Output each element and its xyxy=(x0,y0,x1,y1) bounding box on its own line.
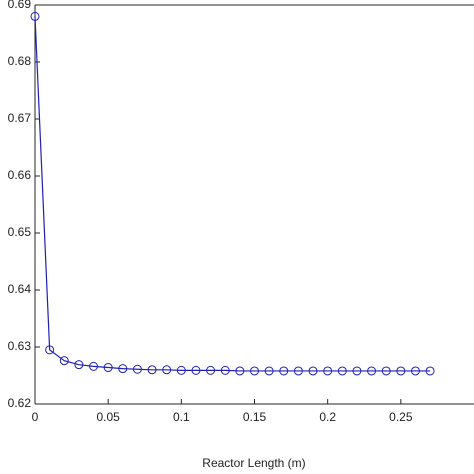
data-point xyxy=(30,11,40,21)
y-tick-label: 0.68 xyxy=(8,54,32,68)
data-point xyxy=(279,366,289,376)
data-point xyxy=(59,356,69,366)
x-tick-label: 0.15 xyxy=(243,410,267,424)
data-point xyxy=(74,360,84,370)
y-tick-label: 0.63 xyxy=(8,339,32,353)
data-point xyxy=(410,366,420,376)
data-point xyxy=(367,366,377,376)
data-point xyxy=(162,365,172,375)
data-point xyxy=(132,364,142,374)
x-axis-label: Reactor Length (m) xyxy=(202,456,305,470)
data-point xyxy=(250,366,259,376)
data-line xyxy=(34,16,431,372)
data-point xyxy=(337,366,347,376)
data-point xyxy=(220,365,230,375)
data-point xyxy=(425,366,435,376)
data-point xyxy=(352,366,362,376)
data-point xyxy=(206,365,216,375)
data-point xyxy=(308,366,318,376)
data-point xyxy=(147,365,157,375)
data-point xyxy=(235,366,245,376)
x-tick-label: 0.2 xyxy=(319,410,336,424)
data-point xyxy=(118,364,128,374)
data-point xyxy=(293,366,303,376)
data-point xyxy=(396,366,406,376)
y-tick-label: 0.66 xyxy=(8,168,32,182)
data-point xyxy=(103,363,113,373)
data-point xyxy=(89,361,99,371)
data-point xyxy=(264,366,274,376)
data-point xyxy=(176,365,186,375)
data-point xyxy=(381,366,391,376)
y-tick-label: 0.62 xyxy=(8,396,32,410)
x-tick-label: 0.05 xyxy=(96,410,120,424)
x-tick-label: 0.25 xyxy=(389,410,413,424)
y-tick-label: 0.67 xyxy=(8,111,32,125)
x-tick-label: 0 xyxy=(32,410,39,424)
y-tick-label: 0.65 xyxy=(8,225,32,239)
y-tick-label: 0.69 xyxy=(8,0,32,11)
data-point xyxy=(323,366,333,376)
x-tick-label: 0.1 xyxy=(173,410,190,424)
data-point xyxy=(191,365,201,375)
data-point xyxy=(45,345,55,355)
y-tick-label: 0.64 xyxy=(8,282,32,296)
